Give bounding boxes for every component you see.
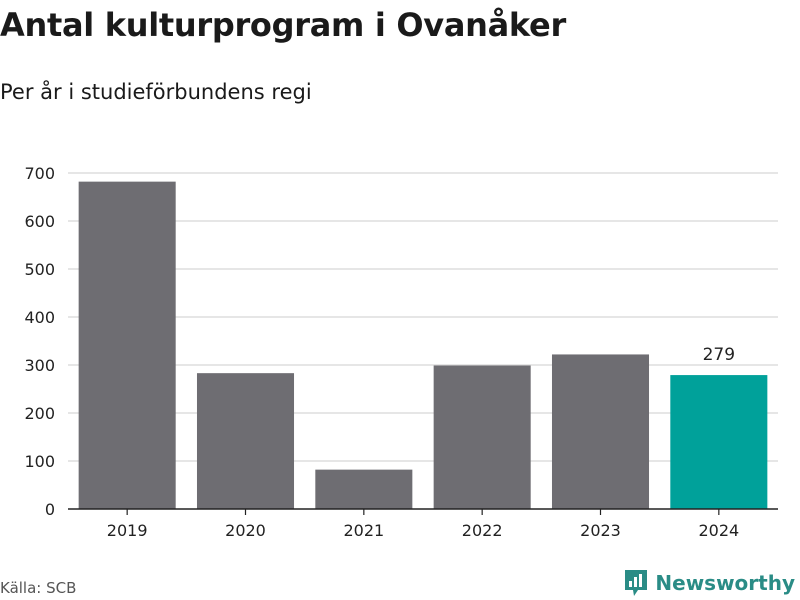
y-tick-label: 500	[24, 260, 55, 279]
y-tick-label: 200	[24, 404, 55, 423]
data-labels: 279	[703, 345, 735, 365]
grid-lines	[68, 172, 778, 462]
bar-2020	[196, 373, 295, 509]
newsworthy-logo-icon	[625, 570, 648, 596]
bars	[78, 181, 768, 509]
bar-2021	[315, 469, 413, 509]
y-tick-label: 400	[24, 308, 55, 327]
brand-name: Newsworthy	[655, 571, 795, 595]
bar-2022	[433, 365, 531, 509]
chart-title: Antal kulturprogram i Ovanåker	[0, 6, 566, 44]
y-tick-label: 0	[45, 500, 55, 519]
x-tick-label: 2021	[343, 521, 384, 540]
x-tick-label: 2022	[462, 521, 503, 540]
x-tick-label: 2024	[698, 521, 739, 540]
x-axis-ticks: 2019 2020 2021 2022 2023 2024	[107, 509, 739, 540]
y-tick-label: 100	[24, 452, 55, 471]
x-tick-label: 2019	[107, 521, 148, 540]
bar-2024	[670, 375, 768, 509]
bar-2023	[551, 354, 650, 509]
y-axis-ticks: 0 100 200 300 400 500 600 700	[24, 164, 55, 519]
data-label: 279	[703, 345, 735, 365]
y-tick-label: 300	[24, 356, 55, 375]
source-note: Källa: SCB	[0, 579, 77, 597]
bar-2019	[78, 181, 176, 509]
brand-logo: Newsworthy	[623, 568, 795, 598]
y-tick-label: 600	[24, 212, 55, 231]
x-tick-label: 2023	[580, 521, 621, 540]
chart-subtitle: Per år i studieförbundens regi	[0, 80, 312, 104]
x-tick-label: 2020	[225, 521, 266, 540]
y-tick-label: 700	[24, 164, 55, 183]
